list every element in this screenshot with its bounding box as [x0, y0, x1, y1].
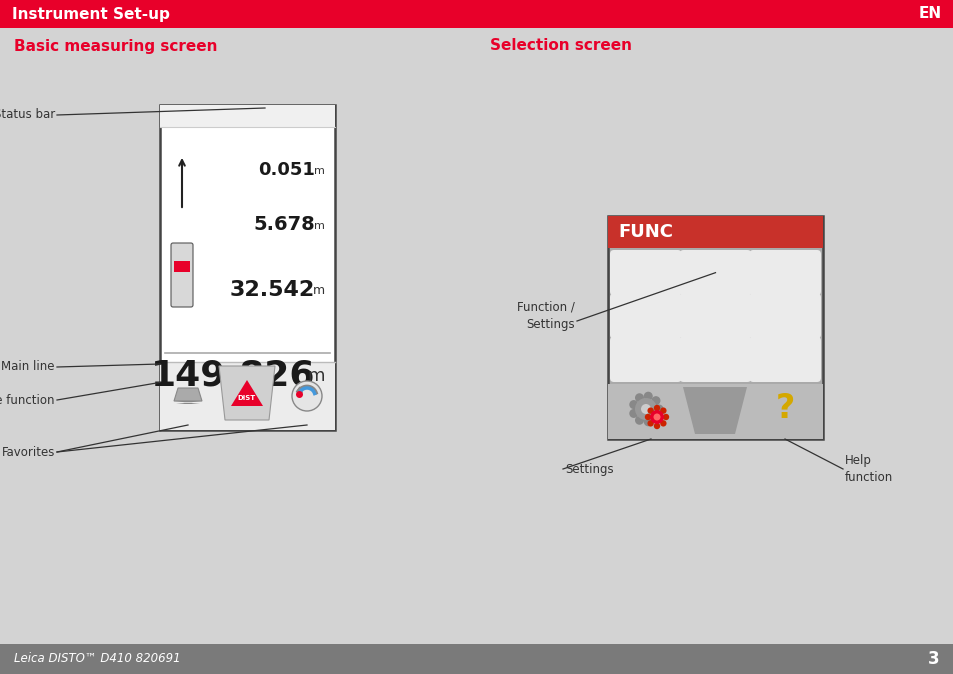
- Circle shape: [635, 416, 643, 425]
- Bar: [607, 384, 822, 439]
- Text: EN: EN: [918, 7, 941, 22]
- Circle shape: [644, 414, 651, 420]
- Text: Active function: Active function: [0, 394, 55, 406]
- Polygon shape: [173, 401, 202, 404]
- Circle shape: [649, 410, 663, 424]
- Polygon shape: [173, 388, 202, 401]
- Text: 3: 3: [927, 650, 939, 668]
- Circle shape: [653, 405, 659, 411]
- Text: 0.051: 0.051: [258, 161, 314, 179]
- Circle shape: [643, 392, 652, 401]
- Text: FUNC: FUNC: [618, 223, 672, 241]
- Circle shape: [647, 408, 653, 414]
- Text: Leica DISTO™ D410 820691: Leica DISTO™ D410 820691: [14, 652, 180, 665]
- Circle shape: [635, 393, 643, 402]
- Polygon shape: [682, 387, 746, 434]
- Circle shape: [629, 400, 638, 409]
- Text: Favorites: Favorites: [2, 446, 55, 458]
- Circle shape: [629, 409, 638, 418]
- Circle shape: [653, 423, 659, 429]
- Text: ?: ?: [775, 392, 794, 425]
- Polygon shape: [231, 380, 263, 406]
- Circle shape: [643, 417, 652, 426]
- Bar: [0, 644, 953, 674]
- FancyBboxPatch shape: [609, 250, 681, 295]
- FancyBboxPatch shape: [609, 337, 681, 382]
- Text: m: m: [314, 221, 325, 231]
- FancyBboxPatch shape: [748, 337, 821, 382]
- Text: Help
function: Help function: [844, 454, 892, 484]
- Text: m: m: [307, 367, 325, 385]
- Bar: [160, 105, 335, 127]
- Circle shape: [659, 408, 666, 414]
- FancyBboxPatch shape: [679, 337, 751, 382]
- Circle shape: [647, 420, 653, 427]
- Circle shape: [635, 398, 657, 420]
- FancyBboxPatch shape: [679, 293, 751, 338]
- Text: Main line: Main line: [2, 361, 55, 373]
- FancyBboxPatch shape: [679, 250, 751, 295]
- Text: m: m: [314, 166, 325, 176]
- Text: Status bar: Status bar: [0, 109, 55, 121]
- Polygon shape: [219, 366, 274, 420]
- Circle shape: [640, 404, 650, 414]
- Text: Settings: Settings: [564, 462, 613, 475]
- Text: Function /
Settings: Function / Settings: [517, 301, 575, 331]
- Bar: [160, 105, 335, 430]
- Bar: [0, 0, 953, 28]
- Text: DIST: DIST: [237, 395, 255, 401]
- Text: m: m: [313, 284, 325, 297]
- Text: Instrument Set-up: Instrument Set-up: [12, 7, 170, 22]
- FancyBboxPatch shape: [609, 293, 681, 338]
- FancyBboxPatch shape: [171, 243, 193, 307]
- FancyBboxPatch shape: [748, 293, 821, 338]
- Text: Selection screen: Selection screen: [490, 38, 631, 53]
- Circle shape: [654, 404, 662, 414]
- Bar: [173, 262, 190, 272]
- Bar: [607, 216, 822, 248]
- Bar: [160, 362, 335, 430]
- Text: 5.678: 5.678: [253, 216, 314, 235]
- Circle shape: [651, 396, 659, 405]
- Text: 32.542: 32.542: [230, 280, 314, 300]
- Text: Basic measuring screen: Basic measuring screen: [14, 38, 217, 53]
- Text: 149.826: 149.826: [151, 358, 314, 392]
- Bar: [607, 216, 822, 439]
- Circle shape: [659, 420, 666, 427]
- Circle shape: [653, 414, 659, 421]
- Circle shape: [651, 413, 659, 422]
- Circle shape: [662, 414, 668, 420]
- Circle shape: [292, 381, 322, 411]
- FancyBboxPatch shape: [748, 250, 821, 295]
